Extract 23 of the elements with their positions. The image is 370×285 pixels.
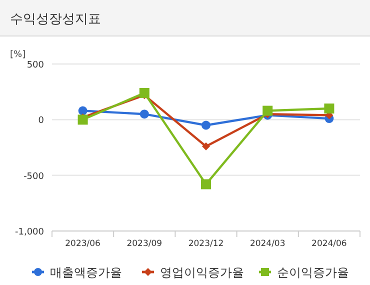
x-tick-label: 2023/12	[188, 239, 224, 249]
point	[202, 142, 210, 150]
legend-label: 매출액증가율	[50, 266, 122, 280]
chart-title: 수익성장성지표	[10, 12, 101, 27]
x-tick-label: 2023/06	[65, 239, 100, 249]
point	[324, 104, 334, 114]
point	[140, 110, 149, 119]
x-tick-label: 2023/09	[126, 239, 162, 249]
y-tick-label: -1,000	[14, 228, 44, 238]
point	[202, 120, 210, 130]
y-axis-title: [%]	[10, 50, 26, 60]
legend-label: 영업이익증가율	[160, 266, 244, 280]
point	[78, 114, 88, 125]
point	[201, 179, 211, 190]
point	[78, 106, 88, 116]
x-tick-label: 2024/06	[312, 239, 347, 249]
x-tick-label: 2024/03	[250, 239, 286, 249]
legend-label: 순이익증가율	[277, 266, 349, 280]
point	[262, 106, 273, 116]
y-tick-label: 0	[38, 116, 44, 126]
y-tick-label: 500	[26, 60, 44, 70]
y-tick-label: -500	[24, 172, 44, 182]
point	[139, 88, 150, 98]
